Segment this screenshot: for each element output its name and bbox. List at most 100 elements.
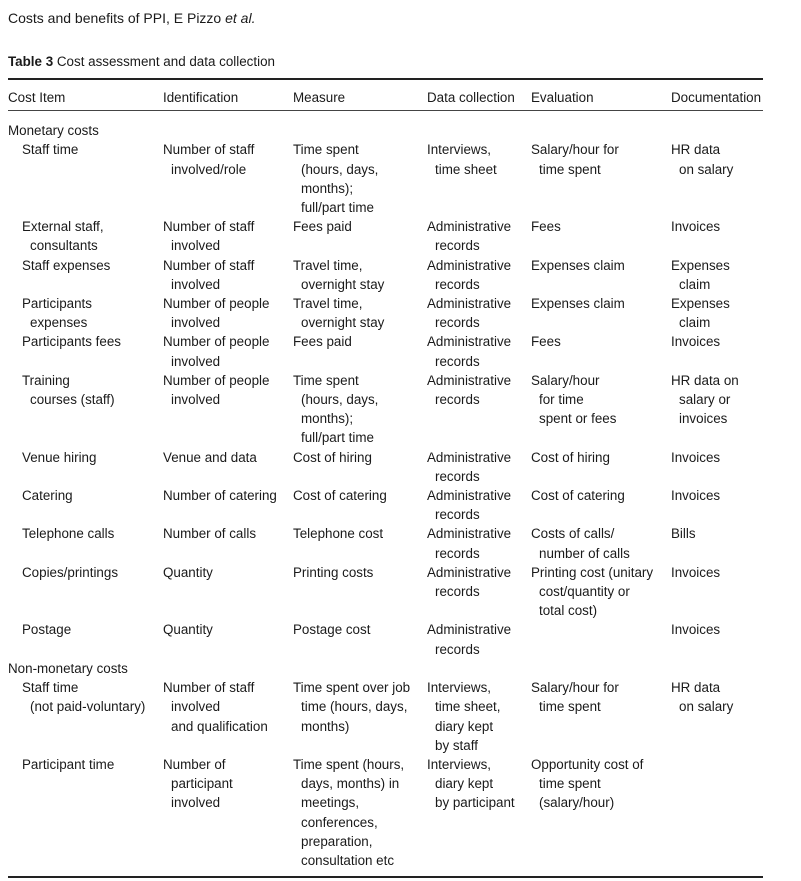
table-title: Cost assessment and data collection — [53, 54, 275, 69]
identification-cell: Quantity — [163, 564, 213, 580]
data-collection-cell: Administrative records — [427, 564, 512, 600]
table-row: Staff time (not paid-voluntary) Number of… — [8, 678, 763, 755]
evaluation-cell: Fees — [531, 219, 561, 235]
cost-item-cell: Participants expenses — [22, 296, 92, 331]
table-row: Venue hiring Venue and data Cost of hiring… — [8, 448, 763, 486]
evaluation-cell: Fees — [531, 334, 561, 350]
cost-item-cell: Participants fees — [22, 334, 121, 350]
identification-cell: Number of participant involved — [163, 756, 233, 811]
table-row: Training courses (staff) Number of people… — [8, 371, 763, 448]
evaluation-cell: Salary/hour for time spent or fees — [531, 372, 617, 427]
measure-cell: Time spent (hours, days, months) in meet… — [293, 756, 405, 868]
column-header: Cost Item — [8, 90, 66, 105]
table-row: Catering Number of catering Cost of cateri… — [8, 486, 763, 524]
table-caption: Table 3 Cost assessment and data collect… — [8, 54, 275, 69]
section-title: Non-monetary costs — [8, 660, 128, 676]
documentation-cell: Invoices — [671, 564, 721, 580]
measure-cell: Cost of catering — [293, 488, 387, 504]
measure-cell: Time spent (hours, days, months); full/p… — [293, 372, 379, 446]
table-row: Participant time Number of participant in… — [8, 755, 763, 877]
cost-item-cell: Telephone calls — [22, 526, 115, 542]
documentation-cell: Invoices — [671, 449, 721, 465]
cost-item-cell: Training courses (staff) — [22, 372, 115, 408]
documentation-cell: Invoices — [671, 219, 721, 235]
table-row: Staff time Number of staff involved/role T… — [8, 140, 763, 217]
documentation-cell: Bills — [671, 526, 696, 542]
column-header: Documentation — [671, 90, 762, 105]
data-collection-cell: Interviews, time sheet — [427, 142, 497, 177]
evaluation-cell: Salary/hour for time spent — [531, 680, 619, 715]
identification-cell: Number of catering — [163, 488, 277, 504]
data-collection-cell: Administrative records — [427, 296, 512, 331]
column-header: Measure — [293, 90, 346, 105]
documentation-cell: HR data on salary — [671, 680, 734, 715]
section-header-row: Non-monetary costs — [8, 659, 763, 678]
column-header: Evaluation — [531, 90, 594, 105]
table-row: Staff expenses Number of staff involved Tr… — [8, 256, 763, 294]
identification-cell: Number of people involved — [163, 296, 270, 331]
table-row: Participants expenses Number of people in… — [8, 294, 763, 332]
section-title: Monetary costs — [8, 123, 99, 139]
data-collection-cell: Administrative records — [427, 622, 512, 657]
evaluation-cell: Cost of catering — [531, 488, 625, 504]
cost-item-cell: Copies/printings — [22, 564, 119, 580]
measure-cell: Postage cost — [293, 622, 371, 638]
table-header-row: Cost Item Identification Measure Data co… — [8, 79, 763, 111]
cost-assessment-table: Cost Item Identification Measure Data co… — [8, 78, 763, 878]
cost-item-cell: Staff expenses — [22, 257, 111, 273]
column-header: Data collection — [427, 90, 515, 105]
running-head-text: Costs and benefits of PPI, E Pizzo — [8, 10, 226, 26]
identification-cell: Venue and data — [163, 449, 257, 465]
data-collection-cell: Administrative records — [427, 488, 512, 523]
measure-cell: Time spent over job time (hours, days, m… — [293, 680, 411, 734]
cost-item-cell: Participant time — [22, 756, 115, 772]
cost-item-cell: Catering — [22, 488, 73, 504]
evaluation-cell: Cost of hiring — [531, 449, 610, 465]
data-collection-cell: Administrative records — [427, 449, 512, 484]
running-head: Costs and benefits of PPI, E Pizzo et al… — [8, 10, 255, 26]
documentation-cell: Expenses claim — [671, 296, 730, 331]
measure-cell: Fees paid — [293, 219, 352, 235]
data-collection-cell: Interviews, diary kept by participant — [427, 756, 515, 811]
table-label: Table 3 — [8, 54, 54, 69]
table-row: Telephone calls Number of calls Telephone … — [8, 524, 763, 562]
cost-item-cell: Venue hiring — [22, 449, 97, 465]
cost-item-cell: Postage — [22, 622, 72, 638]
measure-cell: Telephone cost — [293, 526, 384, 542]
running-head-italic: et al. — [225, 10, 256, 26]
table-body: Monetary costs Staff time Number of staff … — [8, 111, 763, 878]
documentation-cell: HR data on salary — [671, 142, 734, 177]
data-collection-cell: Administrative records — [427, 257, 512, 292]
measure-cell: Travel time, overnight stay — [293, 296, 385, 331]
identification-cell: Quantity — [163, 622, 213, 638]
evaluation-cell: Opportunity cost of time spent (salary/h… — [531, 756, 644, 811]
table-row: External staff, consultants Number of sta… — [8, 217, 763, 255]
data-collection-cell: Interviews, time sheet, diary kept by st… — [427, 680, 501, 753]
table-row: Postage Quantity Postage cost Administrativ… — [8, 620, 763, 658]
column-header: Identification — [163, 90, 239, 105]
documentation-cell: Expenses claim — [671, 257, 730, 292]
data-collection-cell: Administrative records — [427, 219, 512, 254]
documentation-cell — [671, 755, 763, 877]
measure-cell: Cost of hiring — [293, 449, 372, 465]
evaluation-cell — [531, 620, 671, 658]
identification-cell: Number of staff involved — [163, 219, 255, 254]
identification-cell: Number of staff involved — [163, 257, 255, 292]
data-collection-cell: Administrative records — [427, 526, 512, 561]
documentation-cell: Invoices — [671, 334, 721, 350]
documentation-cell: HR data on salary or invoices — [671, 372, 739, 427]
measure-cell: Travel time, overnight stay — [293, 257, 385, 292]
identification-cell: Number of staff involved and qualificati… — [163, 680, 268, 734]
section-header-row: Monetary costs — [8, 111, 763, 141]
documentation-cell: Invoices — [671, 622, 721, 638]
evaluation-cell: Costs of calls/ number of calls — [531, 526, 630, 561]
identification-cell: Number of people involved — [163, 334, 270, 369]
evaluation-cell: Salary/hour for time spent — [531, 142, 619, 177]
data-collection-cell: Administrative records — [427, 334, 512, 369]
evaluation-cell: Expenses claim — [531, 257, 625, 273]
identification-cell: Number of people involved — [163, 372, 270, 408]
evaluation-cell: Printing cost (unitary cost/quantity or … — [531, 564, 654, 619]
identification-cell: Number of staff involved/role — [163, 142, 255, 177]
cost-item-cell: Staff time — [22, 142, 79, 158]
cost-item-cell: Staff time (not paid-voluntary) — [22, 680, 146, 715]
